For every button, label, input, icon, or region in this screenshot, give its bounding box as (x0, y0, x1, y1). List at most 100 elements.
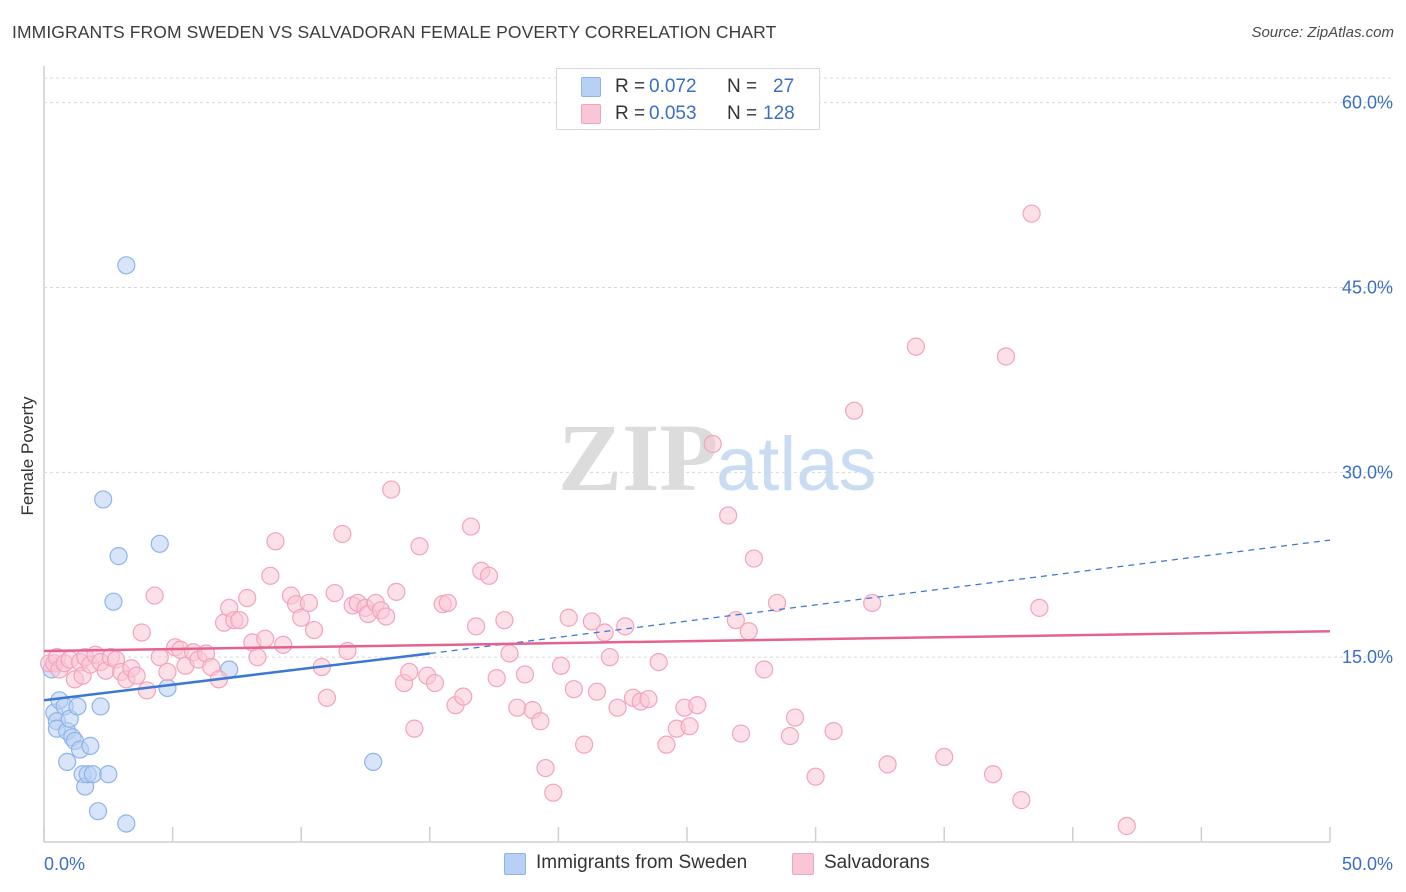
salvadoran-point (238, 588, 257, 608)
salvadoran-point (649, 652, 668, 672)
salvadoran-point (744, 549, 763, 568)
sweden-point (88, 802, 108, 821)
salvadoran-point (559, 608, 578, 627)
salvadoran-point (703, 434, 722, 454)
x-tick-label: 50.0% (1342, 854, 1393, 874)
sweden-point (99, 765, 118, 784)
salvadoran-point (785, 708, 805, 727)
salvadoran-point (824, 721, 843, 741)
salvadoran-point (487, 669, 506, 688)
salvadoran-point (299, 593, 319, 613)
salvadoran-point (382, 480, 401, 499)
sweden-trendline (43, 652, 430, 702)
salvadoran-point (996, 347, 1016, 366)
salvadoran-point (454, 687, 473, 706)
salvadoran-point (608, 698, 627, 717)
salvadoran-point (158, 662, 177, 682)
salvadoran-point (845, 401, 864, 420)
salvadoran-point (983, 765, 1003, 784)
salvadoran-point (755, 660, 774, 679)
salvadoran-point (726, 611, 745, 630)
legend-swatch-blue (504, 853, 526, 875)
salvadoran-point (333, 524, 352, 544)
sweden-point (104, 592, 123, 611)
stats-legend: R = 0.072 N = 27 R = 0.053 N = 128 (556, 68, 820, 130)
sweden-trendline-extension (429, 539, 1331, 655)
salvadoran-point (680, 717, 699, 736)
salvadoran-point (531, 712, 550, 731)
salvadoran-point (248, 648, 267, 667)
legend-label: Immigrants from Sweden (536, 852, 748, 873)
salvadoran-point (274, 635, 293, 654)
watermark-atlas: atlas (716, 422, 877, 507)
salvadoran-point (616, 617, 635, 636)
salvadoran-point (508, 698, 527, 717)
salvadoran-point (806, 767, 825, 786)
salvadoran-trendline (43, 630, 1331, 653)
salvadoran-point (551, 656, 571, 675)
salvadoran-point (688, 696, 707, 715)
sweden-point (68, 697, 87, 716)
salvadoran-point (405, 719, 424, 738)
salvadoran-point (137, 681, 156, 700)
salvadoran-point (292, 608, 311, 627)
r-label: R = (615, 103, 646, 124)
r-label: R = (615, 76, 646, 97)
salvadoran-point (564, 680, 583, 699)
n-value: 128 (763, 103, 795, 124)
salvadoran-point (387, 582, 406, 601)
salvadoran-point (878, 755, 897, 774)
y-tick-label: 30.0% (1342, 462, 1393, 482)
salvadoran-point (230, 611, 249, 630)
salvadoran-point (132, 623, 151, 642)
salvadoran-point (719, 506, 738, 525)
sweden-point (364, 752, 383, 772)
legend-label: Salvadorans (824, 852, 930, 873)
salvadoran-point (438, 593, 457, 613)
x-tick-label: 0.0% (44, 854, 85, 874)
y-tick-label: 15.0% (1342, 647, 1393, 667)
salvadoran-point (410, 537, 429, 556)
y-tick-label: 60.0% (1342, 93, 1393, 113)
salvadoran-point (256, 629, 275, 648)
salvadoran-point (575, 735, 594, 754)
salvadoran-point (544, 783, 563, 802)
salvadoran-point (145, 586, 164, 605)
salvadoran-point (425, 673, 445, 693)
salvadoran-point (536, 758, 555, 778)
n-label: N = (727, 103, 758, 124)
sweden-point (58, 752, 77, 772)
legend-swatch-pink (581, 104, 601, 124)
sweden-point (117, 256, 136, 275)
salvadoran-point (1030, 598, 1049, 617)
y-axis-label: Female Poverty (18, 396, 37, 516)
salvadoran-point (1022, 204, 1041, 223)
salvadoran-point (261, 566, 280, 585)
watermark: ZIP atlas (558, 404, 877, 511)
salvadoran-point (587, 682, 607, 701)
salvadoran-point (266, 532, 285, 551)
sweden-point (158, 678, 177, 698)
salvadoran-point (479, 566, 499, 585)
sweden-point (91, 697, 110, 716)
salvadoran-point (906, 337, 926, 356)
points-layer (40, 204, 1136, 836)
sweden-point (94, 490, 113, 509)
salvadoran-point (1117, 816, 1136, 836)
sweden-point (109, 547, 128, 566)
legend-swatch-pink (792, 853, 814, 875)
salvadoran-point (376, 607, 396, 626)
r-value: 0.053 (649, 103, 697, 124)
salvadoran-point (127, 666, 146, 685)
salvadoran-point (304, 620, 324, 640)
axis-layer (43, 66, 1331, 843)
salvadoran-point (657, 735, 676, 754)
salvadoran-point (325, 583, 344, 603)
salvadoran-point (600, 648, 619, 667)
legend-swatch-blue (581, 77, 601, 97)
trend-layer (43, 539, 1331, 702)
salvadoran-point (461, 517, 481, 536)
salvadoran-point (767, 593, 787, 613)
salvadoran-point (400, 662, 419, 682)
